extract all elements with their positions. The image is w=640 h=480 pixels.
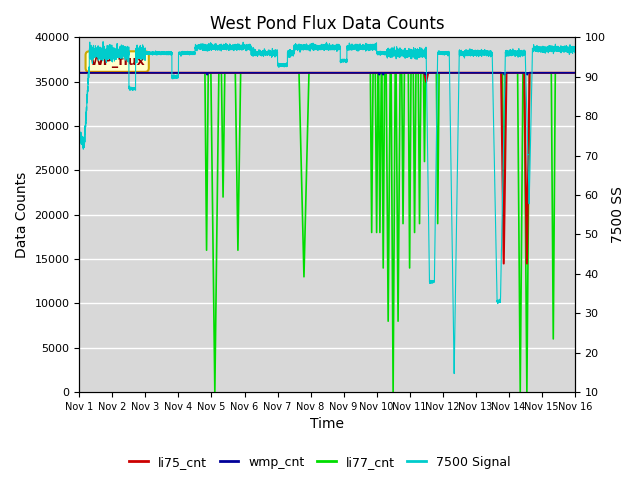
Title: West Pond Flux Data Counts: West Pond Flux Data Counts	[210, 15, 444, 33]
Y-axis label: Data Counts: Data Counts	[15, 172, 29, 258]
Text: WP_flux: WP_flux	[90, 55, 145, 68]
Y-axis label: 7500 SS: 7500 SS	[611, 186, 625, 243]
X-axis label: Time: Time	[310, 418, 344, 432]
Legend: li75_cnt, wmp_cnt, li77_cnt, 7500 Signal: li75_cnt, wmp_cnt, li77_cnt, 7500 Signal	[124, 451, 516, 474]
